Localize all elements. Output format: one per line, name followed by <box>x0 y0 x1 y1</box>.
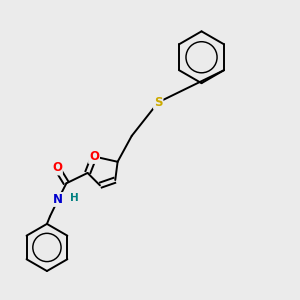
Text: N: N <box>53 193 63 206</box>
Text: S: S <box>154 96 163 109</box>
Text: O: O <box>52 161 62 175</box>
Text: O: O <box>89 150 99 163</box>
Text: H: H <box>70 193 79 203</box>
